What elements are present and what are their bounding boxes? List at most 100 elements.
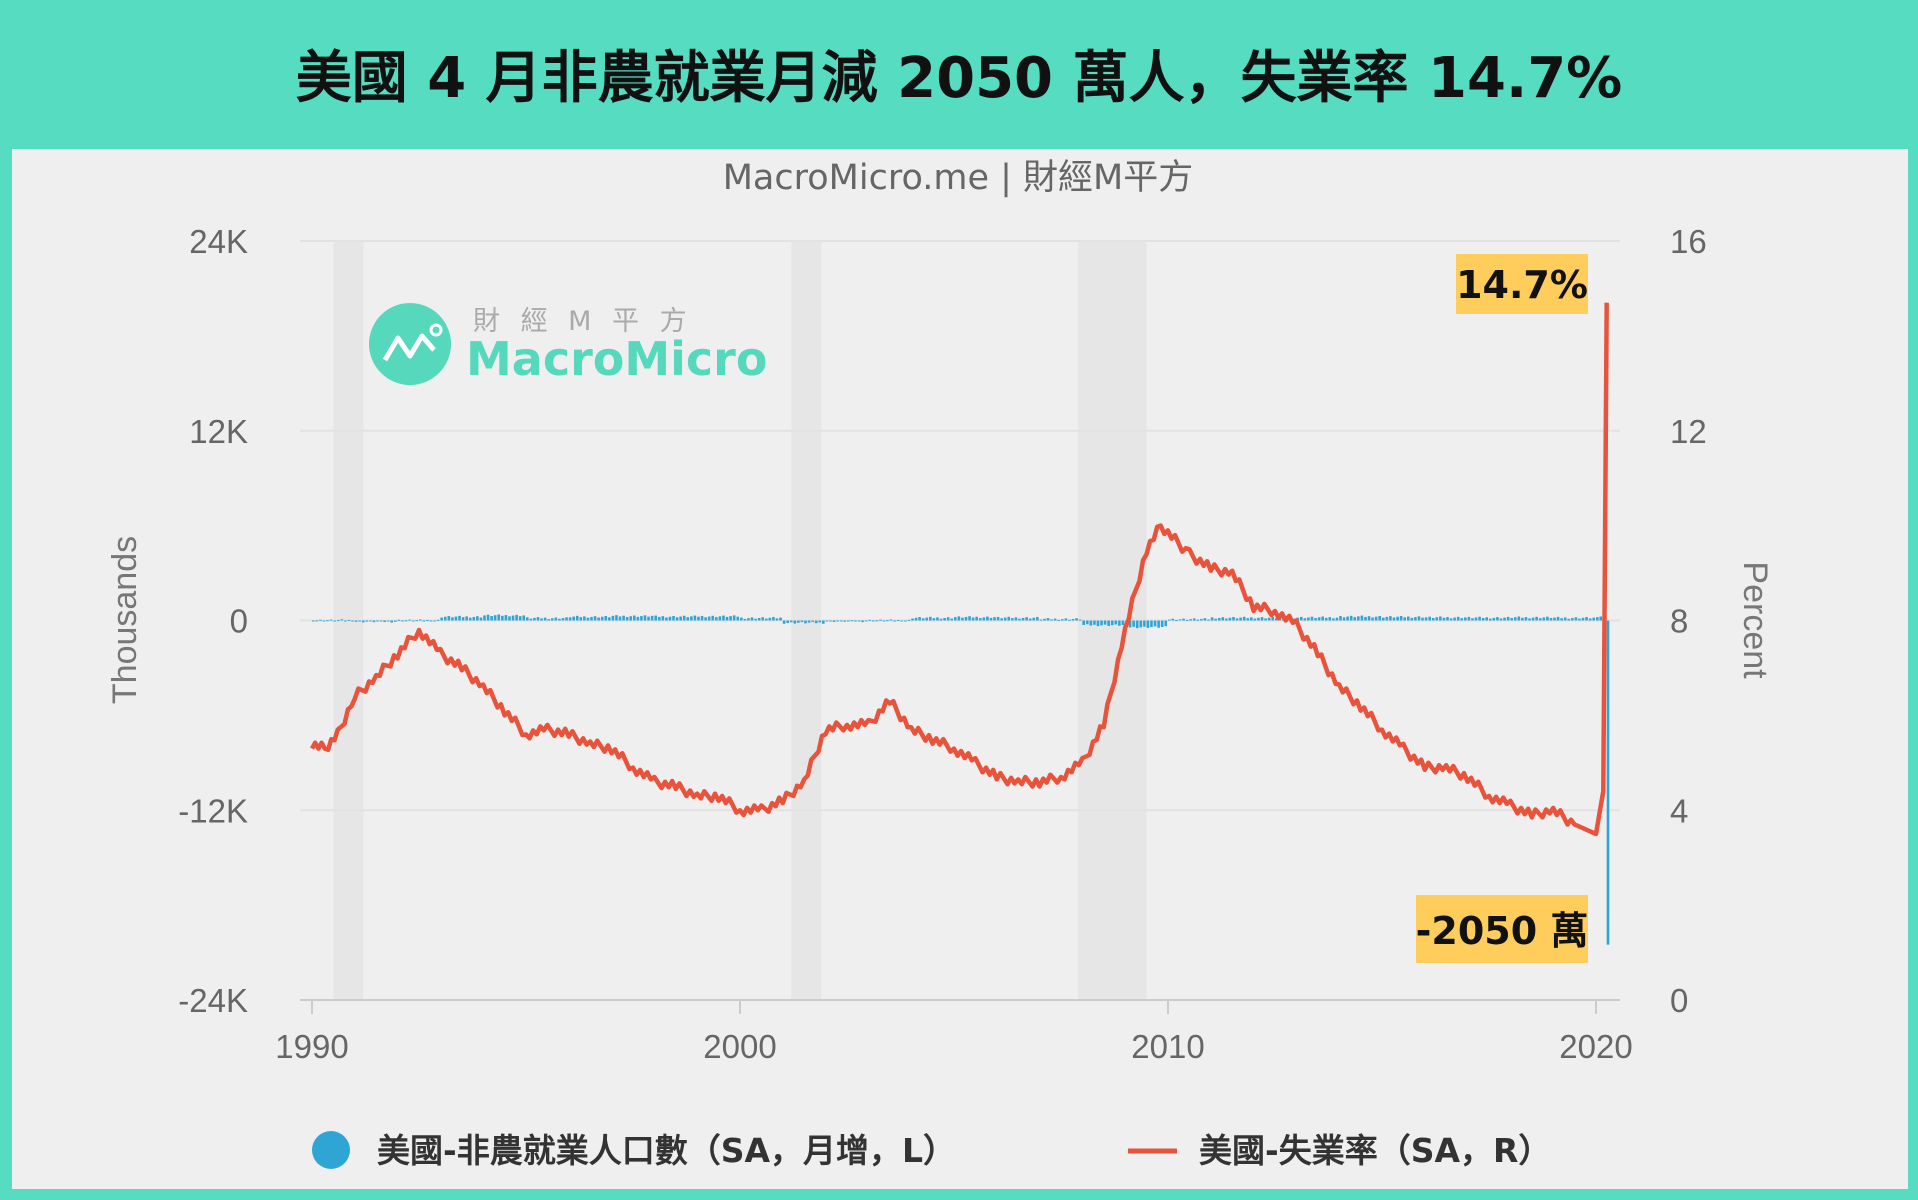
x-tick-label: 1990 xyxy=(275,1028,348,1065)
payroll-bar xyxy=(643,615,647,621)
payroll-bar xyxy=(408,619,411,621)
payroll-bar xyxy=(1531,617,1535,621)
payroll-bar xyxy=(829,620,832,622)
payroll-bar xyxy=(1275,618,1278,621)
payroll-bar xyxy=(468,617,472,621)
payroll-bar xyxy=(1071,618,1075,621)
payroll-bar xyxy=(1367,616,1371,621)
payroll-bar xyxy=(536,617,540,621)
payroll-bar xyxy=(1196,619,1200,621)
payroll-bar xyxy=(461,617,465,621)
payroll-bar xyxy=(968,616,971,621)
payroll-bar xyxy=(1414,617,1417,621)
left-tick-label: -12K xyxy=(178,792,248,829)
payroll-bar xyxy=(497,614,501,621)
payroll-bar xyxy=(1357,616,1360,621)
legend-circle-icon xyxy=(312,1131,350,1169)
chart-panel xyxy=(12,149,1908,1189)
payroll-bar xyxy=(1235,618,1239,621)
payroll-bar xyxy=(1207,619,1210,621)
payroll-bar xyxy=(1182,618,1185,621)
payroll-bar xyxy=(336,620,340,622)
logo-cn-text: 財 經 M 平 方 xyxy=(473,306,693,337)
payroll-bar xyxy=(426,619,429,621)
payroll-bar xyxy=(312,620,315,622)
payroll-bar xyxy=(550,618,554,621)
payroll-bar xyxy=(914,617,918,621)
annotation-payroll: -2050 萬 xyxy=(1416,895,1588,963)
payroll-bar xyxy=(929,616,932,621)
payroll-bar xyxy=(322,620,326,622)
payroll-bar xyxy=(1264,618,1267,621)
payroll-bar xyxy=(1342,617,1346,621)
payroll-bar xyxy=(754,618,757,621)
right-axis-ticks: 16 12 8 4 0 xyxy=(1670,223,1707,1019)
payroll-bar xyxy=(857,620,861,622)
payroll-bar xyxy=(629,616,633,621)
payroll-bar xyxy=(822,620,825,624)
payroll-bar xyxy=(586,617,590,621)
payroll-bar xyxy=(715,617,718,621)
payroll-bar xyxy=(1018,618,1021,621)
payroll-bar xyxy=(372,620,376,623)
payroll-bar xyxy=(982,617,986,621)
payroll-bar xyxy=(836,620,839,622)
payroll-bar xyxy=(522,615,526,621)
payroll-bar xyxy=(1118,620,1121,626)
payroll-bar xyxy=(1478,616,1481,621)
annotation-unemployment: 14.7% xyxy=(1456,254,1588,314)
payroll-bar xyxy=(1324,617,1328,621)
payroll-bar xyxy=(454,616,458,621)
payroll-bar xyxy=(1189,619,1192,621)
payroll-bar xyxy=(814,620,818,624)
payroll-bar xyxy=(526,617,529,621)
payroll-bar xyxy=(668,616,672,621)
payroll-bar xyxy=(1068,619,1071,621)
payroll-bar xyxy=(383,620,386,623)
payroll-bar xyxy=(344,620,347,622)
payroll-bar xyxy=(1535,616,1538,621)
payroll-bar xyxy=(386,620,390,622)
payroll-bar xyxy=(1546,616,1549,621)
right-tick-label: 16 xyxy=(1670,223,1707,260)
payroll-bar xyxy=(611,615,615,621)
payroll-bar xyxy=(1446,617,1449,621)
payroll-bar xyxy=(479,617,483,621)
left-axis-ticks: 24K 12K 0 -12K -24K xyxy=(178,223,248,1019)
payroll-bar xyxy=(568,617,572,621)
payroll-bar xyxy=(943,617,946,621)
x-axis-ticks: 1990 2000 2010 2020 xyxy=(275,1028,1632,1065)
payroll-bar xyxy=(729,616,732,621)
legend-item-unemployment[interactable]: 美國-失業率（SA，R） xyxy=(1128,1131,1551,1170)
payroll-bar xyxy=(1524,617,1528,621)
payroll-bar xyxy=(404,620,408,622)
payroll-bar xyxy=(1239,617,1242,621)
payroll-bar xyxy=(1378,615,1382,621)
payroll-bar xyxy=(340,619,344,621)
payroll-bar xyxy=(1396,616,1399,621)
payroll-bar xyxy=(907,619,911,621)
payroll-bar xyxy=(1228,617,1232,621)
payroll-bar xyxy=(650,615,654,621)
payroll-bar xyxy=(361,620,365,623)
payroll-bar xyxy=(647,616,650,621)
payroll-bar xyxy=(868,619,871,621)
payroll-bar xyxy=(1385,616,1389,621)
payroll-bar xyxy=(811,620,814,622)
payroll-bar xyxy=(1567,618,1571,621)
payroll-bar xyxy=(921,618,925,621)
payroll-bar xyxy=(1492,617,1496,621)
payroll-bar xyxy=(1200,618,1203,621)
payroll-bar xyxy=(358,620,361,622)
payroll-bar xyxy=(590,616,593,621)
payroll-bar xyxy=(1203,618,1207,621)
payroll-bar xyxy=(1000,618,1003,621)
annotation-unemployment-text: 14.7% xyxy=(1456,263,1588,307)
payroll-bar xyxy=(957,616,961,621)
legend-item-payroll[interactable]: 美國-非農就業人口數（SA，月增，L） xyxy=(312,1131,956,1170)
payroll-bar xyxy=(875,620,879,622)
payroll-bar xyxy=(768,617,772,621)
payroll-bar xyxy=(1021,617,1025,621)
payroll-bar xyxy=(1421,617,1424,621)
payroll-bar xyxy=(436,619,440,621)
